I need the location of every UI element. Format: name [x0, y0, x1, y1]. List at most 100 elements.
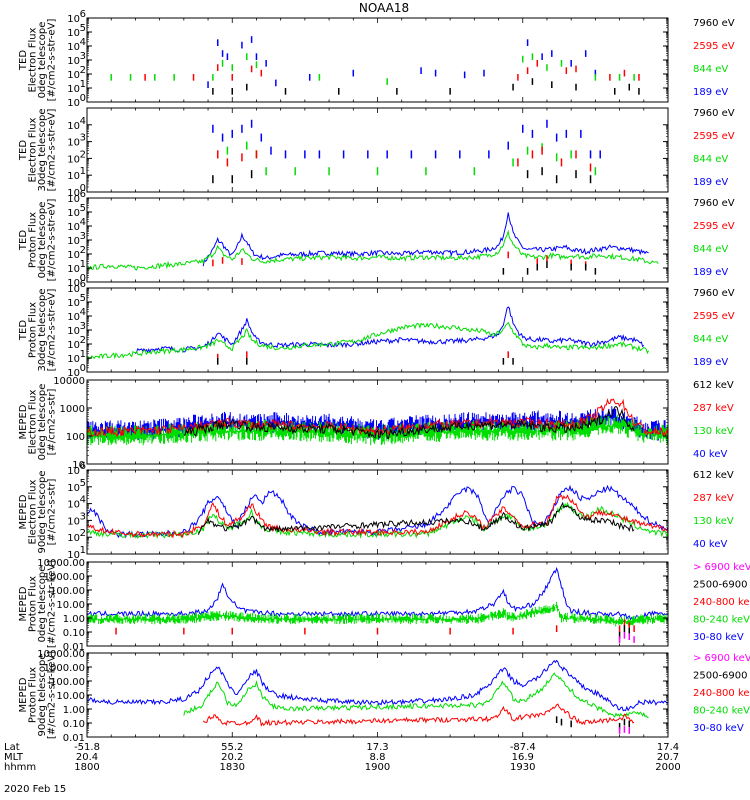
- panel-meped-electron-90deg-series-287-kev: [87, 494, 668, 539]
- panel-ted-proton-30deg-ytick-label-5: 10: [67, 298, 80, 309]
- panel-meped-proton-90deg-ytick-label-6: 10000.00: [37, 649, 85, 660]
- panel-ted-electron-0deg-ytick-label-6: 10: [67, 14, 80, 25]
- panel-ted-proton-0deg-ytick-label-2: 10: [67, 250, 80, 261]
- panel-meped-proton-0deg-legend-entry-0: > 6900 keV: [693, 562, 750, 573]
- panel-ted-proton-30deg-legend-entry-3: 189 eV: [693, 357, 728, 368]
- time-axis-row-label-1: MLT: [4, 752, 24, 763]
- panel-meped-proton-90deg-series: [87, 659, 668, 734]
- panel-meped-proton-0deg-legend-entry-1: 2500-6900: [693, 580, 748, 591]
- panel-ted-proton-30deg-ytick-label-0: 10: [67, 368, 80, 379]
- panel-ted-proton-0deg-ytick-exponent-2: 2: [80, 245, 86, 256]
- panel-ted-electron-0deg-series: [110, 36, 640, 95]
- panel-meped-electron-90deg-ytick-exponent-4: 5: [80, 478, 86, 489]
- panel-ted-electron-0deg-series-2595-ev: [144, 60, 640, 81]
- panel-ted-electron-0deg-ylabel-line-1: Electron Flux: [27, 27, 38, 92]
- panel-ted-proton-0deg-series-189-ev: [202, 212, 649, 267]
- panel-meped-proton-0deg-ytick-label-4: 100.00: [50, 586, 85, 597]
- panel-meped-electron-0deg-legend-entry-3: 40 keV: [693, 449, 727, 460]
- panel-meped-electron-90deg-ytick-label-2: 10: [67, 516, 80, 527]
- panel-ted-electron-30deg-legend-entry-1: 2595 eV: [693, 131, 735, 142]
- time-axis-mlt-0: 20.4: [76, 752, 98, 763]
- panel-meped-electron-0deg-ylabel-line-1: Electron Flux: [27, 389, 38, 454]
- panel-meped-electron-0deg-ytick-label-2: 1000: [60, 404, 85, 415]
- panel-ted-electron-30deg-series-2595-ev: [216, 146, 592, 172]
- panel-meped-proton-0deg-ytick-label-3: 10.00: [56, 600, 85, 611]
- panel-ted-proton-30deg-ytick-exponent-0: 0: [80, 363, 86, 374]
- panel-ted-proton-0deg-series: [87, 212, 659, 275]
- panel-ted-electron-30deg-ytick-label-4: 10: [67, 121, 80, 132]
- panel-ted-electron-0deg-ylabel-line-0: TED: [18, 50, 29, 71]
- panel-ted-electron-0deg-ytick-label-4: 10: [67, 42, 80, 53]
- time-axis-lat-4: 17.4: [657, 742, 679, 753]
- panel-ted-electron-30deg-ytick-label-2: 10: [67, 154, 80, 165]
- panel-meped-electron-90deg-legend-entry-2: 130 keV: [693, 516, 734, 527]
- panel-meped-electron-0deg-series-287-kev: [87, 397, 668, 438]
- panel-ted-electron-0deg-ytick-exponent-1: 1: [80, 79, 86, 90]
- panel-meped-electron-90deg-ytick-exponent-0: 1: [80, 545, 86, 556]
- panel-ted-proton-0deg-ytick-exponent-6: 6: [80, 189, 86, 200]
- panel-ted-proton-0deg-legend-entry-0: 7960 eV: [693, 198, 735, 209]
- panel-meped-proton-90deg-ylabel-line-3: [#/cm2-s-str-keV]: [46, 651, 57, 739]
- time-axis-row-label-2: hhmm: [4, 762, 36, 773]
- panel-meped-proton-90deg: 0.01 0.10 1.00 10.00 100.00 1000.00 10000.00 ME…: [18, 649, 750, 744]
- panel-ted-proton-0deg-ytick-label-5: 10: [67, 208, 80, 219]
- panel-ted-electron-30deg-ytick-exponent-2: 2: [80, 149, 86, 160]
- panel-ted-proton-0deg-ytick-exponent-5: 5: [80, 203, 86, 214]
- panel-meped-proton-0deg-ylabel-line-0: MEPED: [18, 586, 29, 621]
- panel-meped-proton-90deg-legend-entry-4: 30-80 keV: [693, 723, 744, 734]
- panel-ted-proton-30deg-ytick-exponent-1: 1: [80, 349, 86, 360]
- panel-ted-proton-0deg-ytick-label-6: 10: [67, 194, 80, 205]
- time-axis-lat-1: 55.2: [221, 742, 243, 753]
- time-axis-mlt-4: 20.7: [657, 752, 679, 763]
- panel-ted-proton-30deg-legend-entry-1: 2595 eV: [693, 311, 735, 322]
- panel-meped-electron-90deg-ytick-label-1: 10: [67, 533, 80, 544]
- panel-meped-proton-90deg-ylabel-line-2: 90deg telescope: [37, 653, 48, 736]
- panel-meped-electron-90deg-ytick-exponent-3: 4: [80, 495, 86, 506]
- panel-meped-proton-90deg-legend-entry-1: 2500-6900: [693, 671, 748, 682]
- panel-meped-proton-90deg-series--6900-kev: [618, 726, 631, 734]
- panel-ted-proton-30deg-ytick-label-3: 10: [67, 326, 80, 337]
- panel-ted-electron-0deg-ytick-exponent-4: 4: [80, 37, 86, 48]
- panel-meped-proton-0deg-series--6900-kev: [618, 632, 635, 643]
- panel-ted-proton-0deg-ytick-label-0: 10: [67, 278, 80, 289]
- panel-meped-electron-90deg-ytick-label-3: 10: [67, 500, 80, 511]
- panel-meped-proton-90deg-ylabel-line-1: Proton Flux: [27, 667, 38, 723]
- panel-meped-proton-0deg-ytick-label-2: 1.00: [63, 614, 85, 625]
- panel-meped-proton-90deg-ytick-label-1: 0.10: [63, 719, 85, 730]
- panel-ted-proton-0deg-ytick-exponent-1: 1: [80, 259, 86, 270]
- panel-meped-electron-90deg-ytick-label-0: 10: [67, 550, 80, 561]
- panel-ted-proton-30deg-ylabel-line-2: 30deg telescope: [37, 288, 48, 371]
- panel-ted-proton-30deg-ytick-exponent-3: 3: [80, 321, 86, 332]
- panel-meped-electron-90deg-series-612-kev: [197, 501, 635, 535]
- panel-ted-proton-30deg-ytick-exponent-4: 4: [80, 307, 86, 318]
- panel-meped-electron-0deg-ylabel-line-3: [#/cm2-s-str]: [46, 388, 57, 455]
- time-axis-row-label-0: Lat: [4, 742, 20, 753]
- panel-ted-proton-0deg-series-7960-ev: [502, 261, 597, 275]
- panel-ted-proton-30deg-ytick-label-6: 10: [67, 284, 80, 295]
- panel-ted-electron-30deg-series: [212, 119, 601, 184]
- panel-ted-electron-30deg-ytick-label-1: 10: [67, 171, 80, 182]
- panel-meped-proton-0deg-series: [87, 566, 668, 643]
- panel-meped-proton-0deg-series-30-80-kev: [87, 566, 668, 621]
- panel-meped-proton-90deg-legend-entry-0: > 6900 keV: [693, 653, 750, 664]
- panel-ted-electron-30deg-legend-entry-0: 7960 eV: [693, 108, 735, 119]
- panel-ted-proton-30deg-frame: [86, 287, 669, 373]
- panel-ted-proton-30deg-ylabel-line-1: Proton Flux: [27, 302, 38, 358]
- panel-ted-electron-0deg-series-844-ev: [110, 53, 635, 85]
- panel-meped-electron-90deg-legend-entry-0: 612 keV: [693, 470, 734, 481]
- time-axis-hhmm-2: 1900: [365, 762, 390, 773]
- panel-meped-electron-90deg-series: [87, 484, 668, 540]
- panel-ted-electron-30deg-series-844-ev: [216, 141, 597, 176]
- panel-ted-proton-30deg-ytick-label-2: 10: [67, 340, 80, 351]
- time-axis-lat-3: -87.4: [510, 742, 536, 753]
- time-axis-mlt-2: 8.8: [370, 752, 386, 763]
- panel-meped-proton-0deg-ylabel-line-1: Proton Flux: [27, 576, 38, 632]
- panel-meped-proton-90deg-ytick-label-3: 10.00: [56, 691, 85, 702]
- panel-meped-electron-0deg-series: [87, 397, 668, 446]
- panel-ted-electron-0deg-legend-entry-1: 2595 eV: [693, 41, 735, 52]
